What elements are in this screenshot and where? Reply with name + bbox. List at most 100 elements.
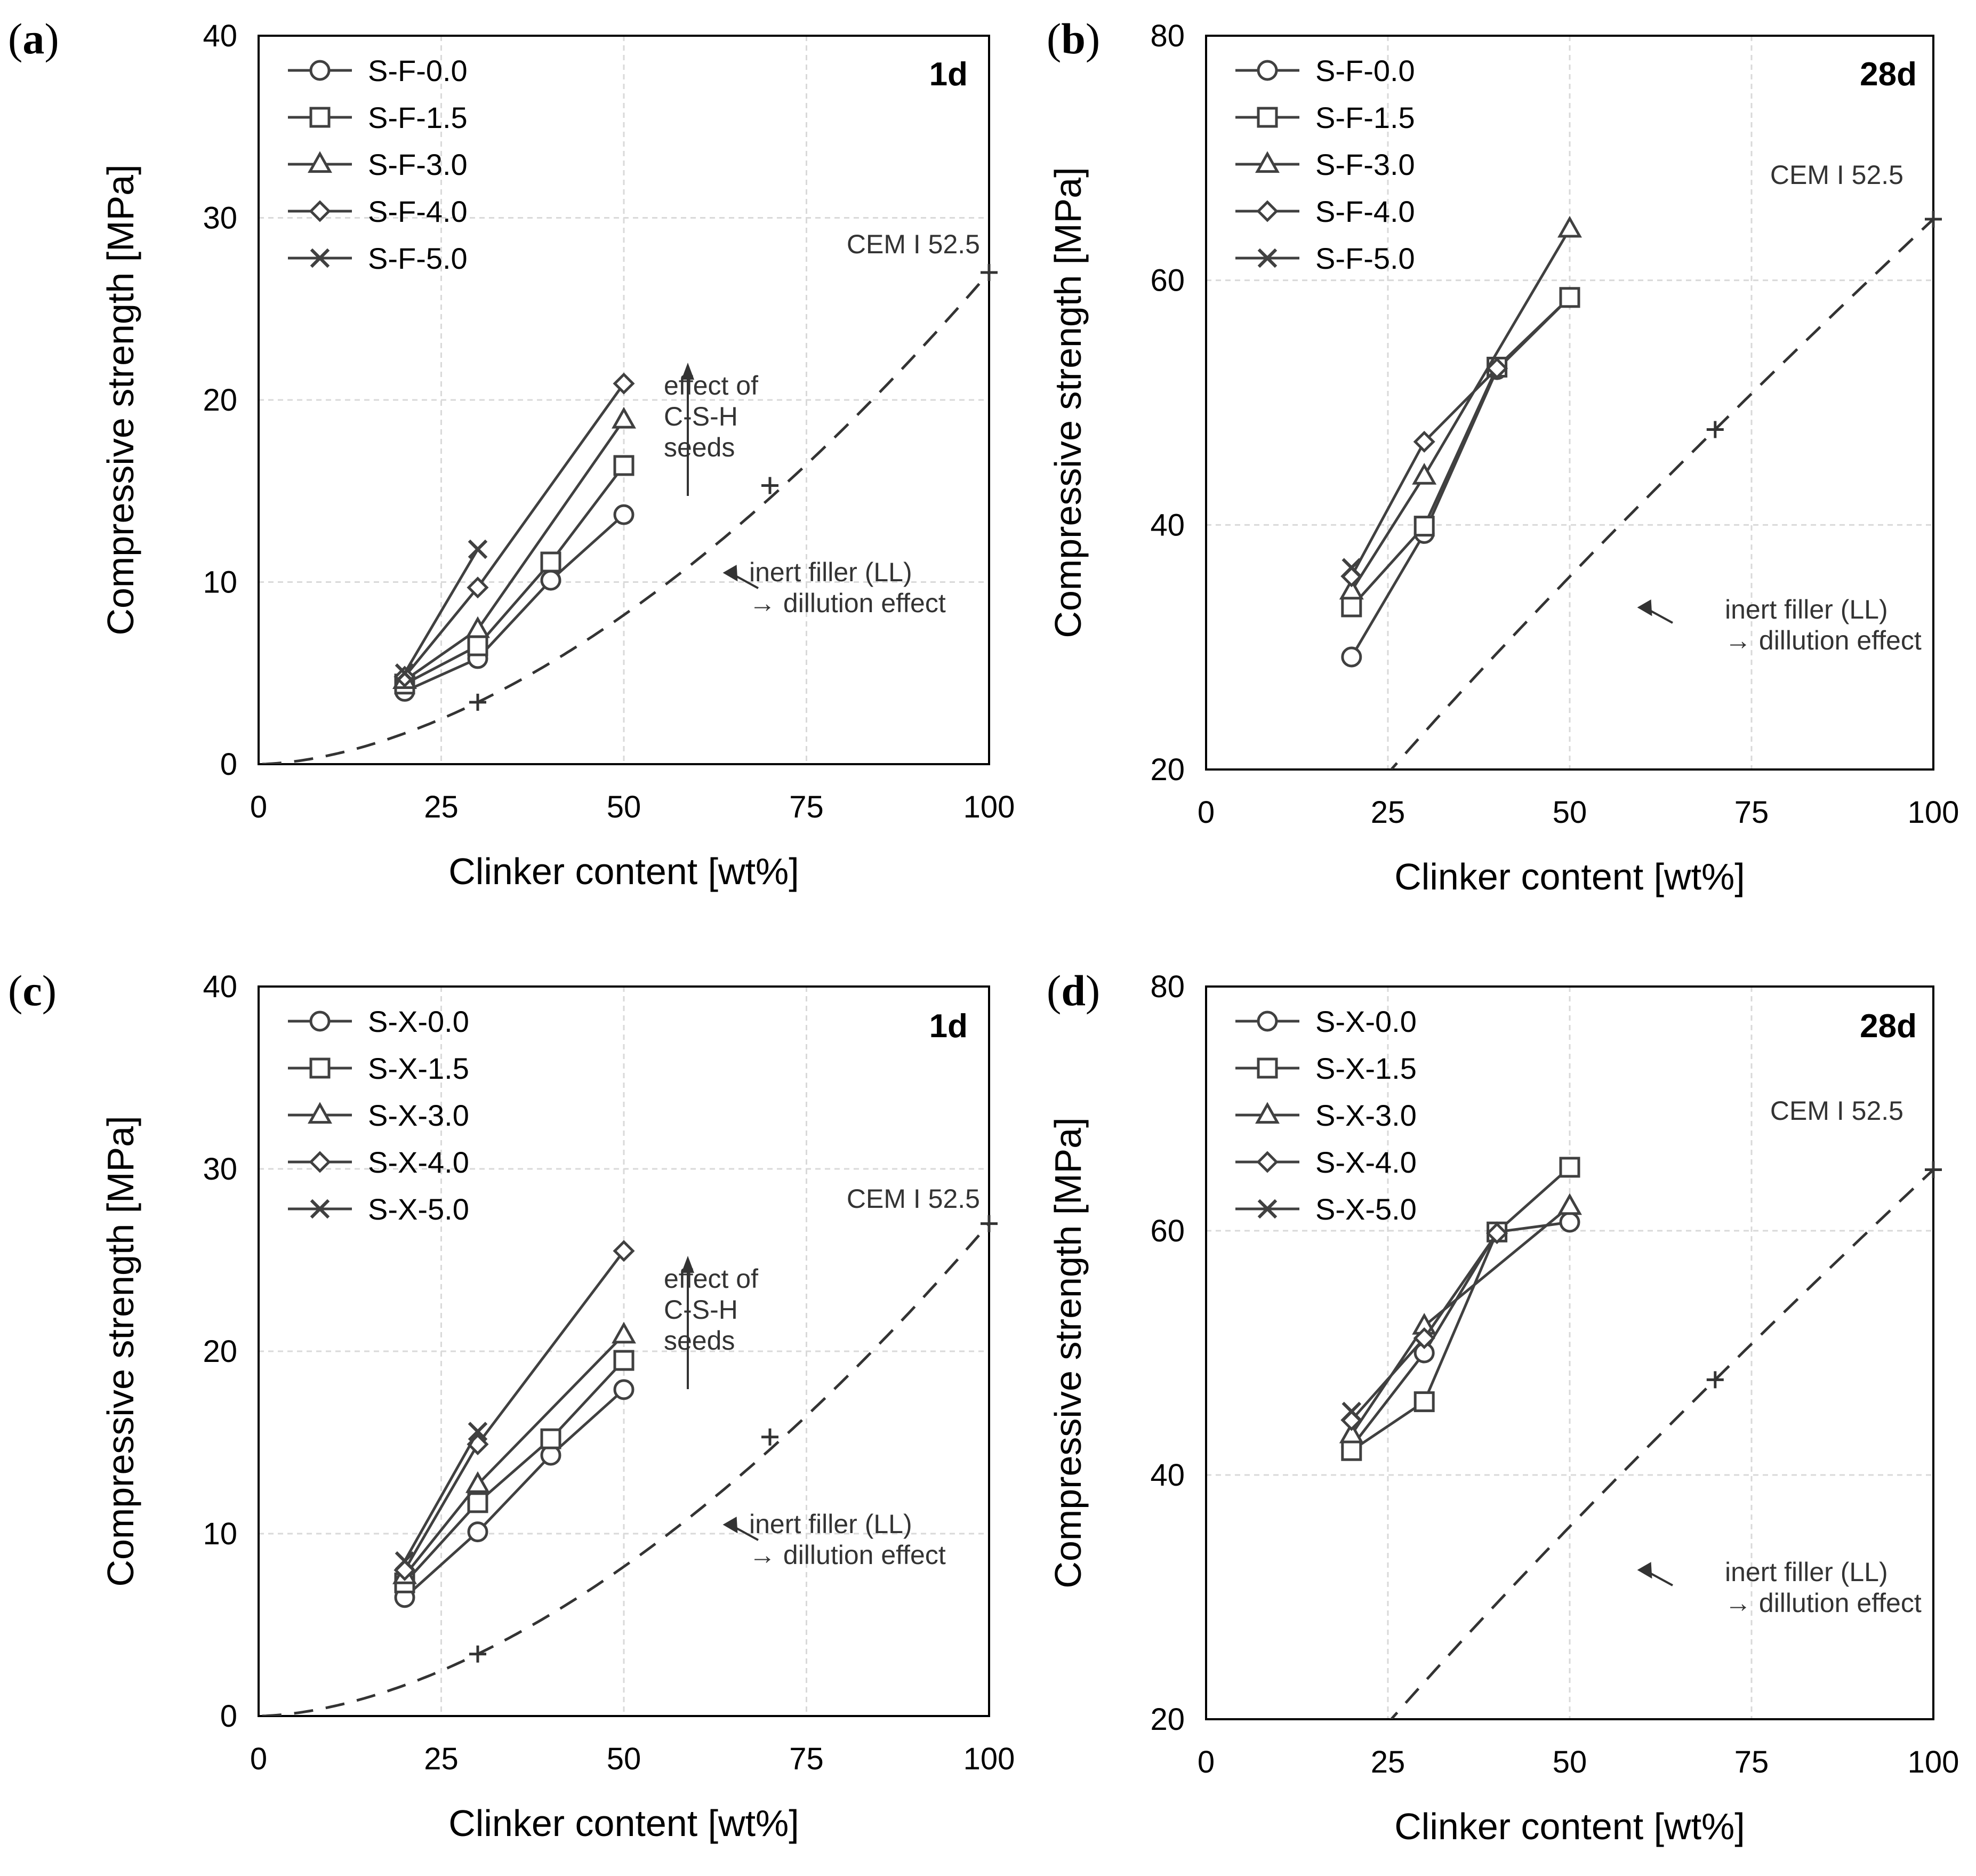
legend-label: S-F-0.0	[368, 54, 468, 87]
data-point	[612, 1321, 636, 1344]
data-point	[1559, 1212, 1580, 1233]
x-tick-label: 50	[607, 790, 641, 824]
data-point	[1339, 1421, 1364, 1444]
legend-label: S-F-4.0	[368, 195, 468, 228]
y-tick-label: 60	[1150, 1214, 1185, 1248]
data-point	[613, 1240, 635, 1262]
series-line	[1350, 1221, 1570, 1448]
y-tick-label: 10	[203, 1517, 237, 1551]
x-tick-label: 75	[1734, 1745, 1769, 1779]
reference-point	[981, 1215, 998, 1232]
annotation-text: effect of	[664, 371, 758, 400]
data-point	[1341, 596, 1362, 618]
legend-marker	[1256, 200, 1279, 222]
legend-item: S-F-4.0	[288, 195, 468, 228]
panel-b: 0 25 50 75 100 20 40 60 80 Clinker content [wt%] C…	[1047, 14, 1959, 897]
y-tick-label: 40	[203, 969, 237, 1004]
annotation-text: seeds	[664, 1326, 735, 1356]
series-line	[1350, 296, 1571, 658]
y-tick-label: 10	[203, 565, 237, 600]
data-point	[395, 663, 415, 683]
panel-label: (d)	[1047, 966, 1100, 1015]
series-line	[404, 1359, 625, 1584]
legend-item: S-X-5.0	[288, 1192, 469, 1226]
legend-label: S-F-4.0	[1315, 195, 1415, 228]
x-axis-label: Clinker content [wt%]	[1394, 856, 1745, 897]
legend-marker	[1257, 1011, 1278, 1032]
legend-marker	[1257, 1057, 1278, 1079]
x-tick-label: 0	[250, 1742, 267, 1776]
annotation-arrowhead	[722, 1517, 738, 1534]
panel-label: (c)	[8, 966, 57, 1015]
y-tick-label: 30	[203, 201, 237, 236]
series-line	[1350, 296, 1571, 608]
legend-marker	[308, 1102, 332, 1124]
legend-item: S-X-1.5	[288, 1052, 469, 1085]
data-point	[1486, 1222, 1508, 1245]
x-tick-label: 100	[963, 790, 1015, 824]
y-tick-label: 20	[203, 383, 237, 418]
annotation-arrow	[1649, 609, 1673, 624]
y-tick-label: 80	[1150, 969, 1185, 1004]
legend-marker	[1255, 151, 1280, 173]
reference-point	[761, 1428, 778, 1446]
data-point	[613, 1350, 634, 1371]
series-s-x-3-0	[392, 1321, 636, 1584]
annotation: inert filler (LL)→ dillution effect	[1637, 1557, 1922, 1618]
x-tick-label: 25	[424, 790, 459, 824]
plot-frame	[1205, 35, 1934, 771]
annotation-arrowhead	[681, 1256, 694, 1273]
legend-label: S-F-3.0	[368, 148, 468, 181]
data-point	[1413, 1391, 1435, 1413]
x-tick-label: 75	[789, 1742, 824, 1776]
panel-paren-open: (	[8, 966, 22, 1015]
panel-letter: c	[22, 966, 42, 1015]
annotation-text: → dillution effect	[1725, 1588, 1922, 1618]
legend-marker	[310, 248, 330, 268]
gridlines	[1206, 987, 1933, 1719]
series-s-f-5-0	[1342, 558, 1362, 578]
annotation: inert filler (LL)→ dillution effect	[722, 557, 946, 618]
data-point	[1412, 462, 1437, 485]
legend-label: S-X-3.0	[1315, 1099, 1417, 1132]
legend-label: S-F-1.5	[368, 101, 468, 134]
y-tick-label: 20	[1150, 1702, 1185, 1737]
legend: S-F-0.0 S-F-1.5 S-F-3.0 S-F-4.0 S-F-5.0	[288, 54, 468, 275]
series-line	[404, 1334, 625, 1577]
legend-marker	[308, 151, 332, 173]
series-s-x-0-0	[1341, 1212, 1580, 1457]
panel-paren-open: (	[8, 14, 22, 63]
legend: S-X-0.0 S-X-1.5 S-X-3.0 S-X-4.0 S-X-5.0	[1235, 1005, 1417, 1226]
series-line	[404, 464, 625, 685]
legend-label: S-X-4.0	[1315, 1145, 1417, 1179]
legend-item: S-F-5.0	[1235, 242, 1415, 275]
panel-label: (b)	[1047, 14, 1100, 63]
reference-label: CEM I 52.5	[1770, 1096, 1903, 1126]
legend-marker	[309, 200, 331, 222]
series-s-x-5-0	[1342, 1401, 1362, 1422]
annotation-arrowhead	[681, 363, 694, 380]
series-line	[403, 548, 479, 674]
legend-label: S-X-0.0	[1315, 1005, 1417, 1038]
panel-a: 0 25 50 75 100 0 10 20 30 40 Clinker content [wt%]…	[8, 14, 1015, 892]
legend-item: S-F-5.0	[288, 242, 468, 275]
reference-curve	[1389, 218, 1933, 769]
annotation: inert filler (LL)→ dillution effect	[1637, 595, 1922, 655]
x-tick-label: 50	[1553, 795, 1587, 830]
legend-label: S-F-3.0	[1315, 148, 1415, 181]
reference-point	[761, 477, 778, 494]
legend-item: S-F-3.0	[288, 148, 468, 181]
series-s-f-4-0	[393, 372, 635, 688]
legend-item: S-F-0.0	[1235, 54, 1415, 87]
x-tick-label: 75	[1734, 795, 1769, 830]
legend-item: S-X-5.0	[1235, 1192, 1417, 1226]
legend-item: S-X-3.0	[1235, 1099, 1417, 1132]
data-point	[613, 372, 635, 395]
legend-marker	[1257, 248, 1278, 268]
annotation-text: C-S-H	[664, 402, 738, 431]
series-s-x-5-0	[395, 1422, 488, 1571]
series-line	[403, 1250, 625, 1571]
gridlines	[259, 36, 989, 764]
x-axis-label: Clinker content [wt%]	[448, 1802, 799, 1844]
